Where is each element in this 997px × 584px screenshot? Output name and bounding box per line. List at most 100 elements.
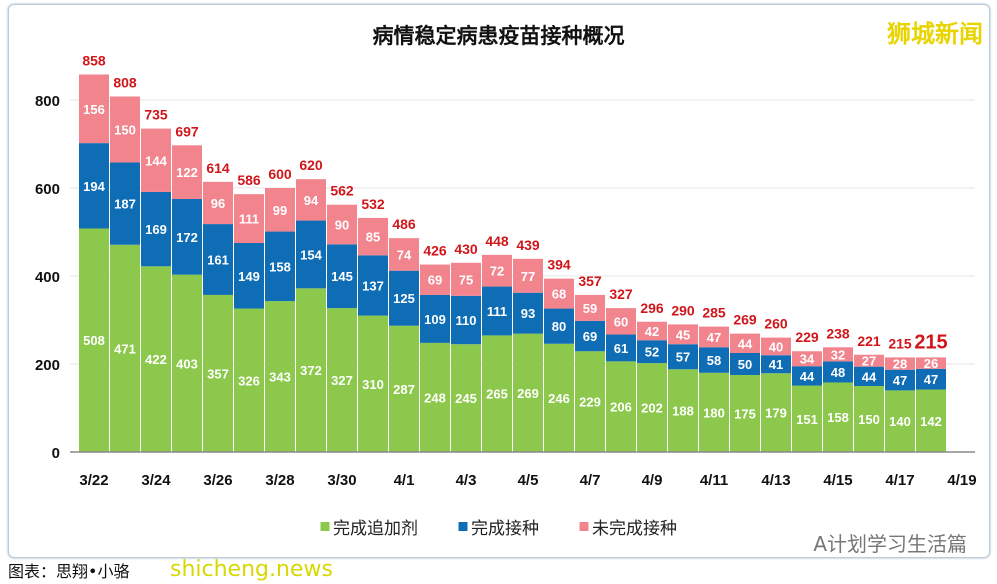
bar-segment bbox=[358, 255, 388, 316]
bar-segment bbox=[823, 361, 853, 383]
bar-segment bbox=[110, 162, 140, 245]
data-label: 169 bbox=[145, 222, 167, 237]
data-label: 110 bbox=[456, 313, 477, 328]
legend-label: 未完成接种 bbox=[592, 519, 677, 539]
data-label: 57 bbox=[676, 350, 690, 365]
total-label: 614 bbox=[206, 160, 230, 176]
data-label: 60 bbox=[614, 314, 628, 329]
bar-segment bbox=[544, 308, 574, 344]
data-label: 99 bbox=[273, 203, 287, 218]
bar-segment bbox=[420, 342, 450, 452]
data-label: 357 bbox=[207, 366, 229, 381]
bar-segment bbox=[265, 188, 295, 232]
bar-segment bbox=[730, 375, 760, 452]
bar-segment bbox=[885, 357, 915, 370]
bar-segment bbox=[792, 385, 822, 452]
bar-segment bbox=[575, 320, 605, 352]
data-label: 310 bbox=[362, 377, 384, 392]
data-label: 111 bbox=[239, 212, 259, 227]
data-label: 47 bbox=[893, 373, 907, 388]
data-label: 422 bbox=[145, 352, 167, 367]
data-label: 80 bbox=[552, 319, 566, 334]
caption: 图表：思翔•小骆 bbox=[8, 562, 130, 581]
bar-segment bbox=[637, 321, 667, 341]
bar-segment bbox=[916, 368, 946, 390]
bar-segment bbox=[761, 337, 791, 356]
x-tick-label: 3/26 bbox=[203, 472, 232, 489]
data-label: 327 bbox=[331, 373, 353, 388]
total-label: 808 bbox=[113, 74, 137, 90]
bar-segment bbox=[513, 292, 543, 334]
data-label: 58 bbox=[707, 353, 721, 368]
data-label: 27 bbox=[862, 354, 876, 369]
data-label: 179 bbox=[765, 406, 787, 421]
data-label: 287 bbox=[393, 382, 415, 397]
total-label: 532 bbox=[361, 196, 385, 212]
y-tick-label: 0 bbox=[52, 445, 60, 462]
chart-title: 病情稳定病患疫苗接种概况 bbox=[372, 24, 625, 48]
bar-segment bbox=[265, 231, 295, 302]
bar-segment bbox=[265, 301, 295, 452]
bar-segment bbox=[141, 266, 171, 452]
bar-segment bbox=[575, 294, 605, 321]
x-tick-label: 4/15 bbox=[823, 472, 852, 489]
bar-segment bbox=[513, 258, 543, 293]
total-label: 215 bbox=[888, 335, 912, 351]
data-label: 41 bbox=[769, 357, 783, 372]
data-label: 50 bbox=[738, 357, 752, 372]
watermark-bottom-right: A计划学习生活篇 bbox=[813, 532, 967, 556]
legend-item: 完成接种 bbox=[458, 514, 539, 539]
data-label: 188 bbox=[672, 404, 694, 419]
bar-segment bbox=[389, 270, 419, 326]
bar-segment bbox=[110, 244, 140, 452]
total-label: 327 bbox=[609, 286, 633, 302]
bar-segment bbox=[141, 128, 171, 192]
data-label: 61 bbox=[614, 341, 628, 356]
data-label: 246 bbox=[548, 391, 570, 406]
x-tick-label: 4/1 bbox=[394, 472, 415, 489]
data-label: 59 bbox=[583, 301, 597, 316]
bar-segment bbox=[761, 355, 791, 374]
bar-segment bbox=[79, 143, 109, 229]
bar-segment bbox=[141, 191, 171, 267]
bar-segment bbox=[916, 389, 946, 452]
total-label: 439 bbox=[516, 237, 540, 253]
data-label: 150 bbox=[114, 122, 136, 137]
data-label: 44 bbox=[800, 369, 815, 384]
data-label: 125 bbox=[393, 291, 415, 306]
data-label: 77 bbox=[521, 269, 535, 284]
data-label: 109 bbox=[424, 312, 446, 327]
data-label: 161 bbox=[207, 253, 229, 268]
data-label: 93 bbox=[521, 306, 535, 321]
data-label: 45 bbox=[676, 327, 690, 342]
total-label: 394 bbox=[547, 257, 571, 273]
bar-segment bbox=[451, 344, 481, 452]
data-label: 187 bbox=[114, 197, 136, 212]
data-label: 326 bbox=[238, 373, 260, 388]
bar-segment bbox=[389, 325, 419, 452]
legend-swatch bbox=[458, 522, 467, 531]
data-label: 48 bbox=[831, 365, 845, 380]
bar-segment bbox=[606, 334, 636, 362]
data-label: 245 bbox=[455, 391, 477, 406]
data-label: 144 bbox=[145, 153, 167, 168]
bar-segment bbox=[296, 288, 326, 452]
bar-segment bbox=[172, 199, 202, 275]
bar-segment bbox=[203, 294, 233, 452]
x-tick-label: 4/19 bbox=[947, 472, 976, 489]
total-label: 620 bbox=[299, 157, 323, 173]
data-label: 151 bbox=[796, 412, 818, 427]
total-label: 586 bbox=[237, 172, 261, 188]
data-label: 90 bbox=[335, 218, 349, 233]
x-tick-label: 4/11 bbox=[700, 472, 728, 489]
x-tick-label: 4/5 bbox=[518, 472, 539, 489]
data-label: 34 bbox=[800, 352, 815, 367]
bar-segment bbox=[482, 254, 512, 287]
bar-segment bbox=[451, 262, 481, 296]
data-label: 269 bbox=[517, 386, 539, 401]
data-label: 44 bbox=[862, 369, 877, 384]
data-label: 68 bbox=[552, 287, 566, 302]
bar-segment bbox=[699, 347, 729, 373]
data-label: 508 bbox=[83, 333, 105, 348]
data-label: 52 bbox=[645, 345, 659, 360]
